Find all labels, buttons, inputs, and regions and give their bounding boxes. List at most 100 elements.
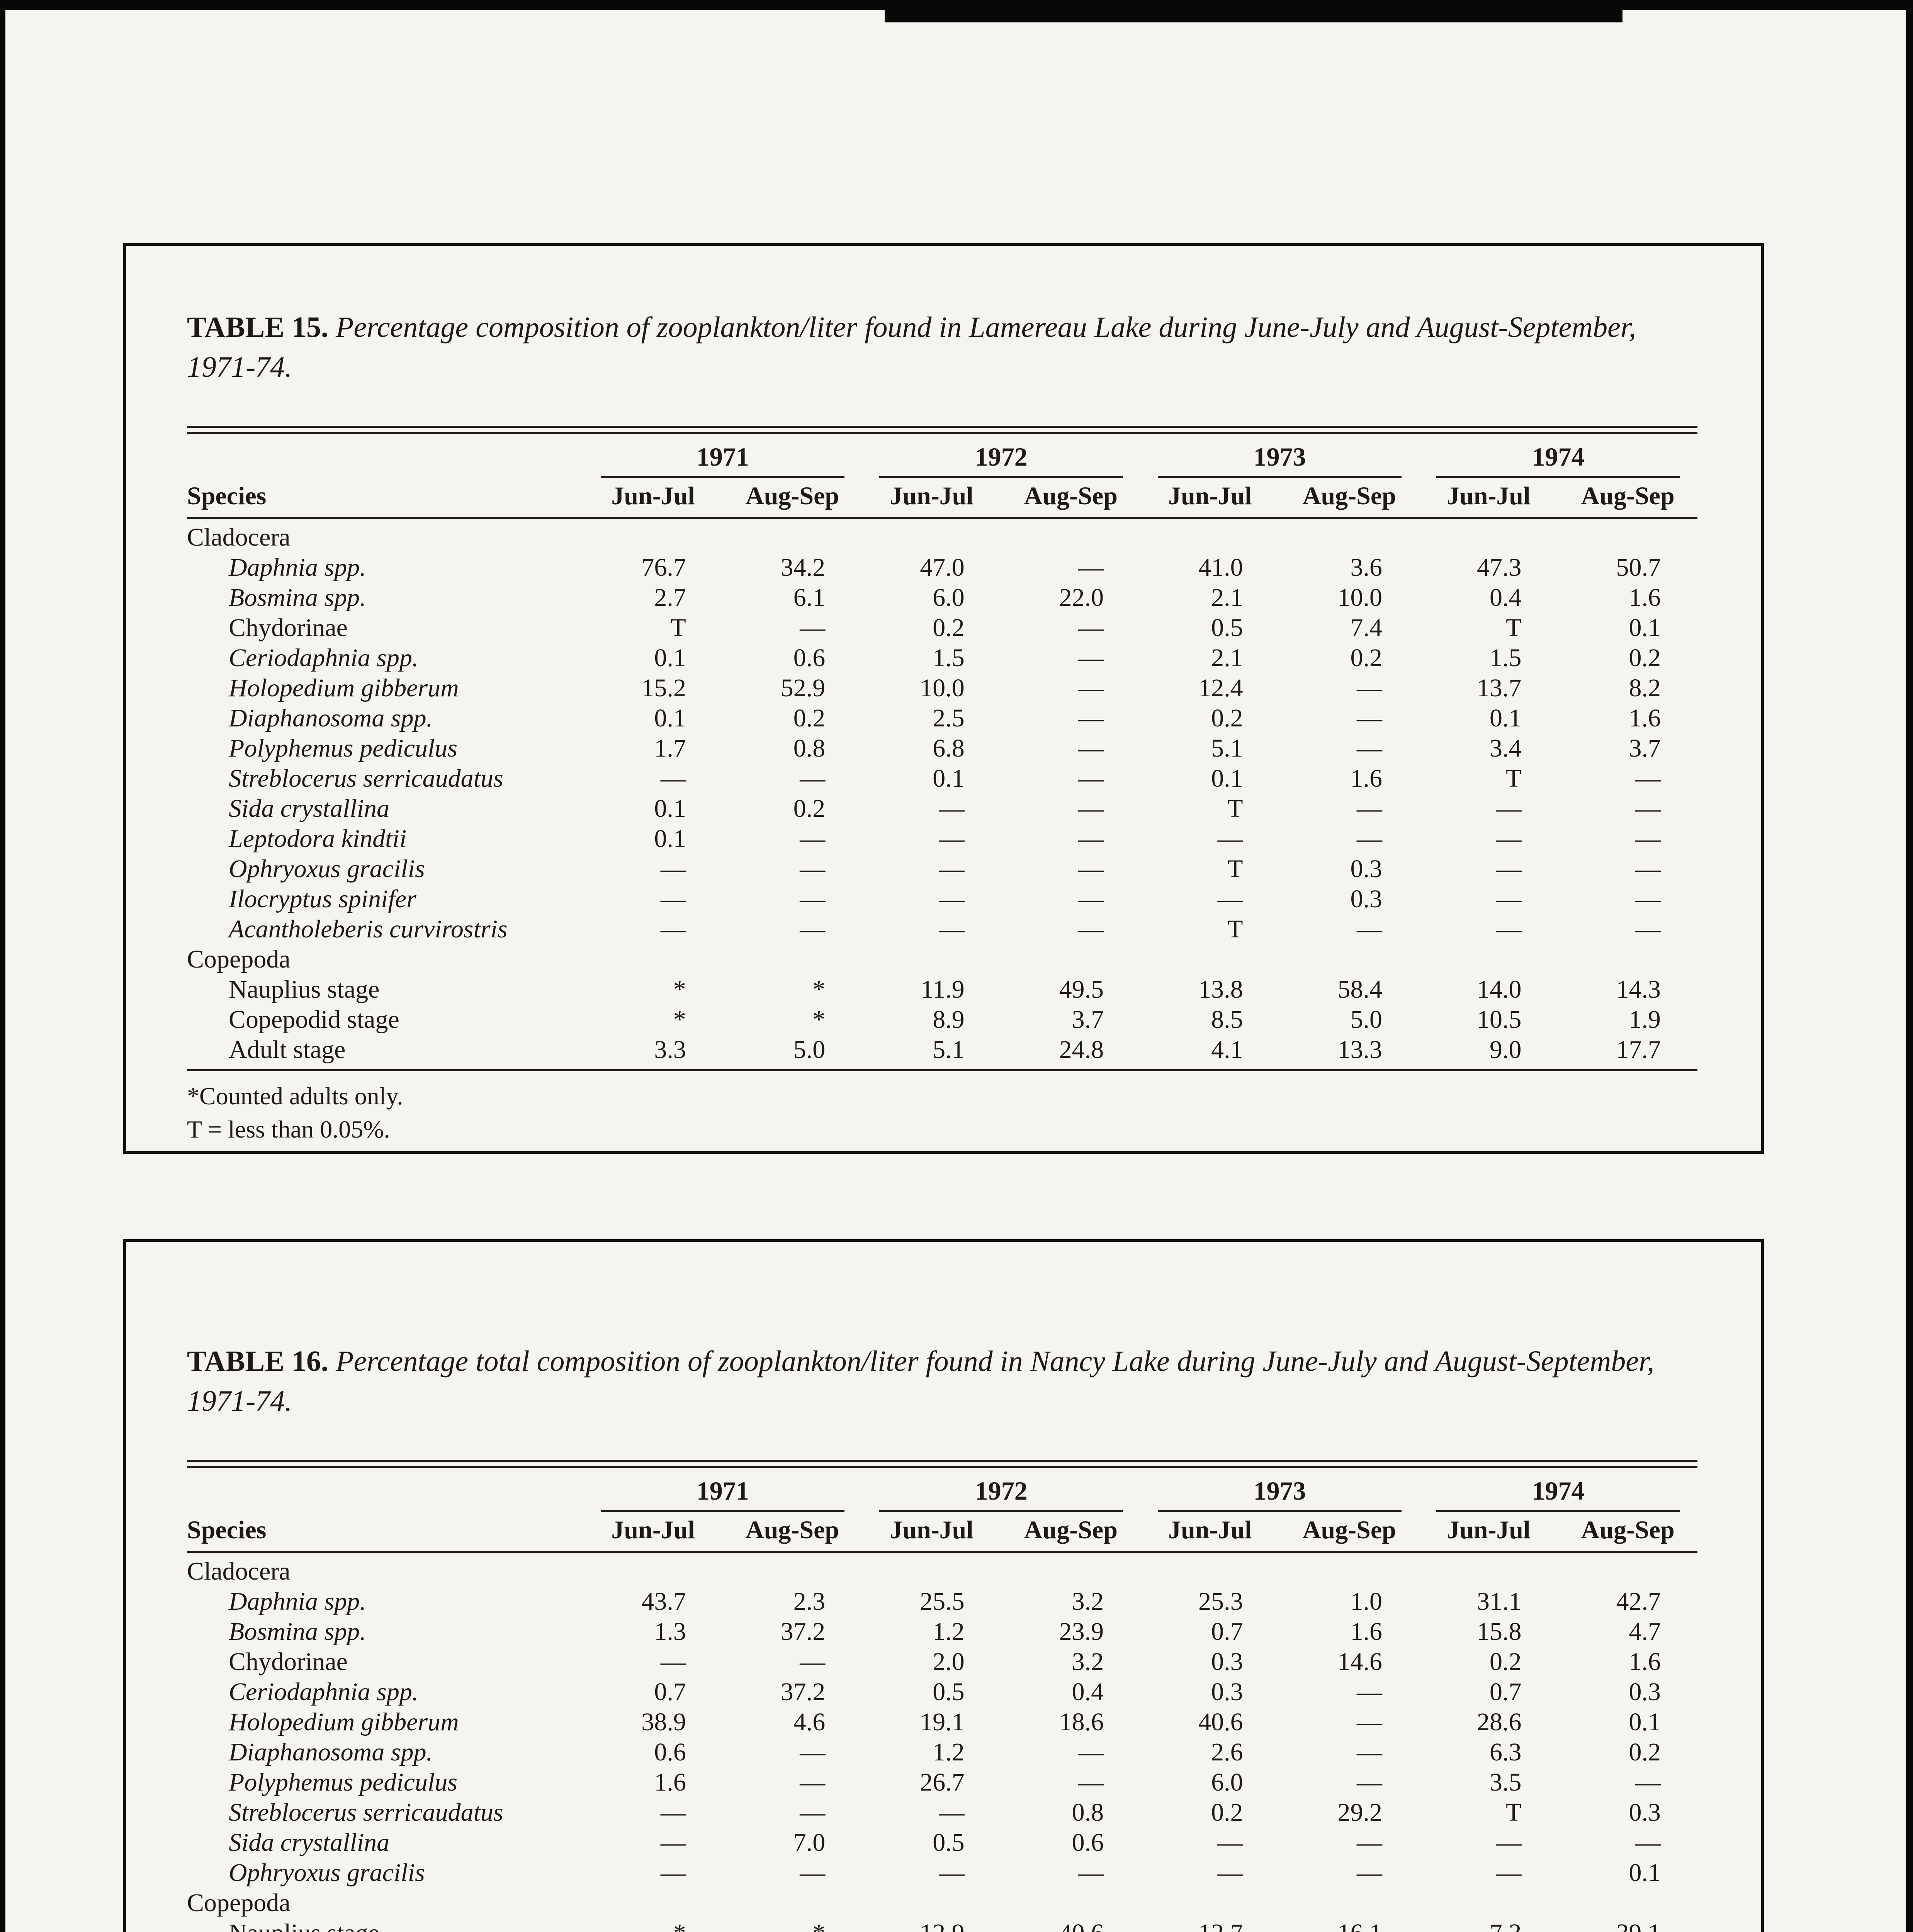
value-cell: 49.5 xyxy=(1059,975,1104,1003)
value-cell: — xyxy=(1635,855,1661,883)
value-cell: — xyxy=(660,1828,686,1857)
year-label: 1973 xyxy=(1158,1476,1402,1512)
value-cell: 0.3 xyxy=(1629,1678,1661,1706)
value-cell: 0.3 xyxy=(1629,1798,1661,1827)
value-cell: 8.9 xyxy=(933,1005,965,1034)
species-label: Ilocryptus spinifer xyxy=(229,885,416,913)
value-cell: 0.2 xyxy=(1629,1738,1661,1766)
year-header: 1971 xyxy=(583,1468,862,1512)
value-cell: 10.0 xyxy=(1337,583,1383,612)
value-cell: 39.1 xyxy=(1558,1918,1697,1932)
species-label: Ceriodaphnia spp. xyxy=(229,644,419,672)
value-cell: 1.3 xyxy=(654,1617,686,1646)
value-cell: 13.8 xyxy=(1198,975,1243,1003)
value-cell: — xyxy=(660,1648,686,1676)
species-label: Ceriodaphnia spp. xyxy=(229,1678,419,1706)
scan-edge-right xyxy=(1906,0,1913,1932)
table-15-wrap: 1971 1972 1973 1974 Species Jun-Jul Aug-Sep Jun… xyxy=(187,426,1697,1146)
table-top-rule xyxy=(187,1460,1697,1468)
value-cell: — xyxy=(1496,1859,1522,1887)
value-cell: 3.5 xyxy=(1489,1768,1522,1796)
value-cell: — xyxy=(800,1738,826,1766)
column-header: Aug-Sep xyxy=(1558,478,1697,519)
value-cell: 12.4 xyxy=(1198,674,1243,702)
value-cell: * xyxy=(812,1005,826,1034)
column-header: Aug-Sep xyxy=(1279,1512,1419,1553)
value-cell: 0.2 xyxy=(1489,1648,1522,1676)
value-cell: — xyxy=(1078,885,1104,913)
value-cell: 0.2 xyxy=(1350,644,1383,672)
value-cell: — xyxy=(800,614,826,642)
value-cell: 42.7 xyxy=(1616,1587,1661,1616)
value-cell: 0.3 xyxy=(1211,1678,1243,1706)
value-cell: — xyxy=(660,855,686,883)
value-cell: — xyxy=(800,1648,826,1676)
scan-edge-left xyxy=(0,0,5,1932)
value-cell: — xyxy=(939,885,965,913)
column-header: Jun-Jul xyxy=(583,478,723,519)
value-cell: 0.3 xyxy=(1350,885,1383,913)
table-15-footnotes: *Counted adults only. T = less than 0.05%… xyxy=(187,1080,1697,1146)
value-cell: 14.0 xyxy=(1476,975,1522,1003)
value-cell: 16.1 xyxy=(1280,1918,1419,1932)
value-cell: 1.6 xyxy=(654,1768,686,1796)
value-cell: 12.9 xyxy=(862,1918,1001,1932)
column-header: Species xyxy=(187,1512,584,1553)
value-cell: 0.1 xyxy=(1211,764,1243,793)
year-header: 1973 xyxy=(1140,1468,1419,1512)
species-label: Nauplius stage xyxy=(187,1918,583,1932)
value-cell: * xyxy=(673,975,686,1003)
data-row: Streblocerus serricaudatus — — 0.1 — 0.1 1.6 T — xyxy=(187,764,1697,794)
column-header: Aug-Sep xyxy=(1279,478,1419,519)
value-cell: — xyxy=(800,1859,826,1887)
data-row: Acantholeberis curvirostris — — — — T — — — xyxy=(187,914,1697,944)
value-cell: 29.2 xyxy=(1337,1798,1383,1827)
value-cell: 6.3 xyxy=(1489,1738,1522,1766)
value-cell: 52.9 xyxy=(780,674,826,702)
value-cell: — xyxy=(939,1798,965,1827)
value-cell: 5.0 xyxy=(1350,1005,1383,1034)
value-cell: 0.2 xyxy=(1629,644,1661,672)
value-cell: 50.7 xyxy=(1616,553,1661,582)
table-16-panel: TABLE 16. Percentage total composition o… xyxy=(123,1239,1764,1932)
year-label: 1972 xyxy=(879,1476,1123,1512)
value-cell: * xyxy=(812,975,826,1003)
group-row: Cladocera xyxy=(187,518,1697,553)
value-cell: 19.1 xyxy=(920,1708,965,1736)
column-header: Aug-Sep xyxy=(1001,1512,1141,1553)
species-label: Sida crystallina xyxy=(229,794,390,823)
group-label: Cladocera xyxy=(187,1557,291,1585)
value-cell: 0.2 xyxy=(793,794,826,823)
data-row: Ophryoxus gracilis — — — — T 0.3 — — xyxy=(187,854,1697,884)
value-cell: — xyxy=(1078,915,1104,943)
value-cell: — xyxy=(1357,1828,1383,1857)
year-label: 1973 xyxy=(1158,442,1402,478)
value-cell: — xyxy=(1078,825,1104,853)
value-cell: 41.0 xyxy=(1198,553,1243,582)
value-cell: 8.5 xyxy=(1211,1005,1243,1034)
value-cell: — xyxy=(1217,825,1243,853)
value-cell: 3.2 xyxy=(1072,1587,1104,1616)
value-cell: 6.0 xyxy=(933,583,965,612)
value-cell: 40.6 xyxy=(1198,1708,1243,1736)
value-cell: 15.8 xyxy=(1476,1617,1522,1646)
data-row: Chydorinae T — 0.2 — 0.5 7.4 T 0.1 xyxy=(187,613,1697,643)
data-row: Diaphanosoma spp. 0.1 0.2 2.5 — 0.2 — 0.1 1.6 xyxy=(187,703,1697,733)
value-cell: — xyxy=(939,794,965,823)
species-label: Holopedium gibberum xyxy=(229,1708,459,1736)
value-cell: 3.7 xyxy=(1629,734,1661,762)
value-cell: — xyxy=(1635,764,1661,793)
group-label: Copepoda xyxy=(187,945,291,973)
year-header: 1972 xyxy=(862,434,1140,478)
footnote: *Counted adults only. xyxy=(187,1082,403,1110)
species-label: Diaphanosoma spp. xyxy=(229,1738,433,1766)
column-header: Jun-Jul xyxy=(1419,1512,1558,1553)
value-cell: * xyxy=(583,1918,722,1932)
species-label: Streblocerus serricaudatus xyxy=(229,764,503,793)
value-cell: 15.2 xyxy=(641,674,686,702)
value-cell: 2.1 xyxy=(1211,583,1243,612)
value-cell: 14.3 xyxy=(1616,975,1661,1003)
value-cell: 0.7 xyxy=(1489,1678,1522,1706)
value-cell: — xyxy=(1078,855,1104,883)
data-row: Holopedium gibberum 15.2 52.9 10.0 — 12.4 — 13.… xyxy=(187,673,1697,703)
